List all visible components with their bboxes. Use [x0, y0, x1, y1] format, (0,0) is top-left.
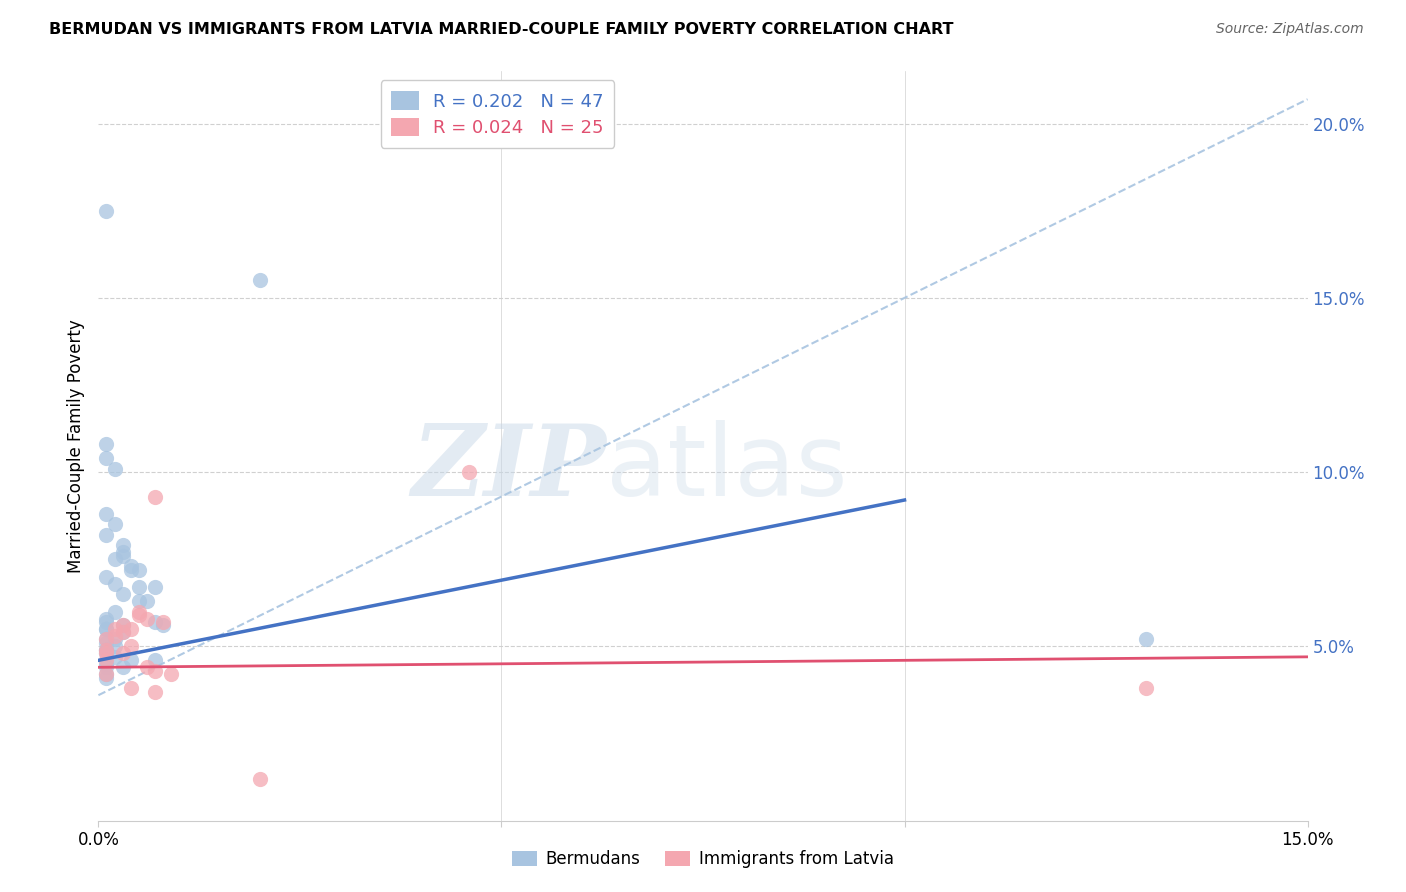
Point — [103, 640, 125, 654]
Point — [103, 576, 125, 591]
Point — [120, 563, 142, 577]
Text: ZIP: ZIP — [412, 420, 606, 516]
Point — [96, 660, 118, 674]
Point — [120, 681, 142, 696]
Point — [128, 594, 150, 608]
Point — [458, 465, 481, 479]
Point — [96, 203, 118, 218]
Point — [111, 587, 134, 601]
Point — [1135, 632, 1157, 647]
Point — [1135, 681, 1157, 696]
Point — [111, 618, 134, 632]
Point — [96, 643, 118, 657]
Point — [143, 490, 166, 504]
Point — [111, 549, 134, 563]
Point — [120, 653, 142, 667]
Point — [135, 660, 157, 674]
Point — [96, 622, 118, 636]
Point — [96, 632, 118, 647]
Point — [128, 580, 150, 594]
Point — [120, 559, 142, 574]
Point — [111, 625, 134, 640]
Point — [96, 632, 118, 647]
Point — [96, 615, 118, 629]
Point — [103, 632, 125, 647]
Point — [143, 615, 166, 629]
Text: Source: ZipAtlas.com: Source: ZipAtlas.com — [1216, 22, 1364, 37]
Legend: R = 0.202   N = 47, R = 0.024   N = 25: R = 0.202 N = 47, R = 0.024 N = 25 — [381, 80, 614, 148]
Legend: Bermudans, Immigrants from Latvia: Bermudans, Immigrants from Latvia — [506, 844, 900, 875]
Point — [96, 643, 118, 657]
Point — [249, 772, 271, 786]
Point — [152, 618, 174, 632]
Text: BERMUDAN VS IMMIGRANTS FROM LATVIA MARRIED-COUPLE FAMILY POVERTY CORRELATION CHA: BERMUDAN VS IMMIGRANTS FROM LATVIA MARRI… — [49, 22, 953, 37]
Point — [143, 684, 166, 698]
Point — [96, 646, 118, 660]
Point — [143, 653, 166, 667]
Point — [135, 611, 157, 625]
Point — [120, 622, 142, 636]
Point — [111, 545, 134, 559]
Point — [128, 563, 150, 577]
Point — [96, 667, 118, 681]
Point — [111, 538, 134, 552]
Point — [96, 451, 118, 466]
Point — [96, 646, 118, 660]
Point — [111, 618, 134, 632]
Point — [96, 437, 118, 451]
Point — [111, 660, 134, 674]
Point — [96, 667, 118, 681]
Point — [96, 657, 118, 671]
Point — [96, 671, 118, 685]
Point — [135, 594, 157, 608]
Point — [96, 528, 118, 542]
Point — [128, 607, 150, 622]
Point — [111, 625, 134, 640]
Point — [96, 636, 118, 650]
Point — [96, 643, 118, 657]
Point — [103, 461, 125, 475]
Point — [96, 611, 118, 625]
Point — [152, 615, 174, 629]
Point — [120, 640, 142, 654]
Text: atlas: atlas — [606, 420, 848, 517]
Point — [160, 667, 183, 681]
Point — [103, 622, 125, 636]
Point — [103, 605, 125, 619]
Point — [249, 273, 271, 287]
Point — [96, 507, 118, 521]
Point — [96, 622, 118, 636]
Point — [128, 605, 150, 619]
Point — [103, 629, 125, 643]
Point — [96, 570, 118, 584]
Y-axis label: Married-Couple Family Poverty: Married-Couple Family Poverty — [66, 319, 84, 573]
Point — [143, 664, 166, 678]
Point — [103, 517, 125, 532]
Point — [111, 646, 134, 660]
Point — [103, 552, 125, 566]
Point — [143, 580, 166, 594]
Point — [103, 649, 125, 664]
Point — [96, 653, 118, 667]
